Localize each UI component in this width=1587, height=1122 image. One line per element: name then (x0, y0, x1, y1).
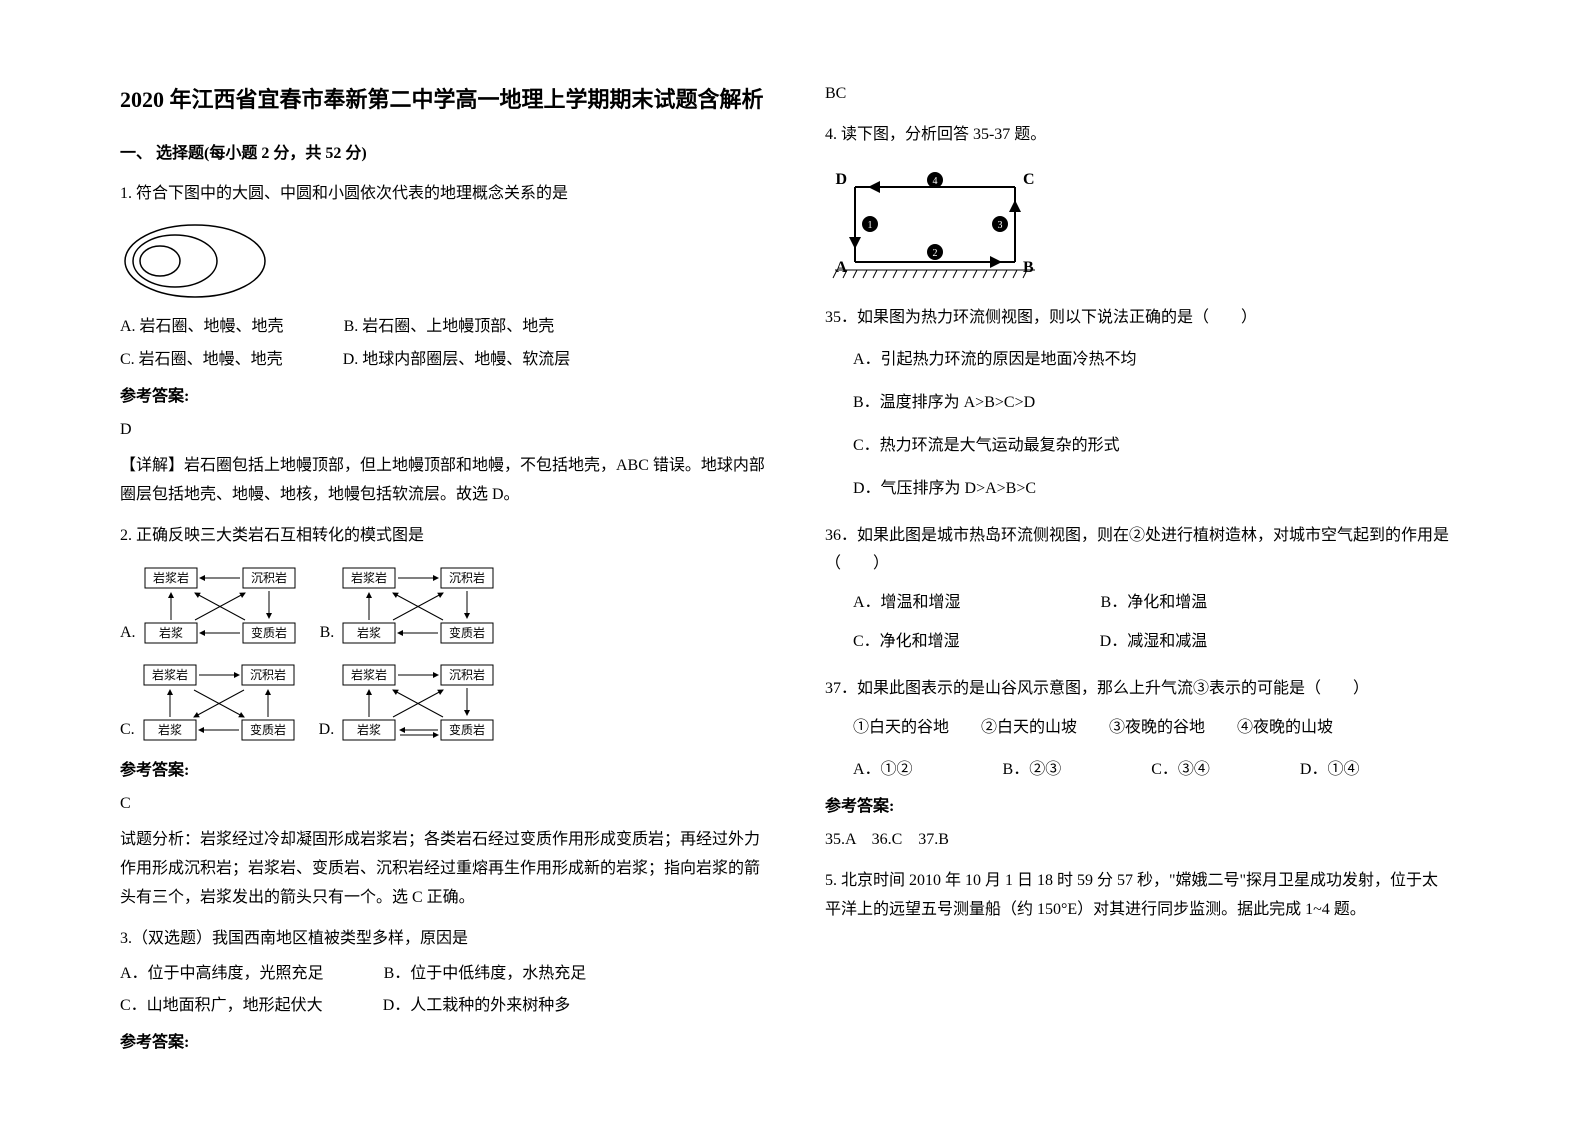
q1-optD: D. 地球内部圈层、地幔、软流层 (343, 346, 571, 375)
q2-label-B: B. (320, 619, 335, 648)
svg-text:3: 3 (997, 220, 1002, 231)
q3-optC: C．山地面积广，地形起伏大 (120, 992, 323, 1021)
q2-figures-row1: A. 岩浆岩 沉积岩 岩浆 变质岩 B. (120, 563, 765, 648)
q2-explain: 试题分析：岩浆经过冷却凝固形成岩浆岩；各类岩石经过变质作用形成变质岩；再经过外力… (120, 826, 765, 912)
q2-ans: C (120, 790, 765, 819)
svg-text:变质岩: 变质岩 (449, 625, 485, 640)
q2-text: 2. 正确反映三大类岩石互相转化的模式图是 (120, 522, 765, 551)
q4-ans: 35.A 36.C 37.B (825, 826, 1450, 855)
q37-optD: D．①④ (1300, 756, 1360, 785)
q3-text: 3.（双选题）我国西南地区植被类型多样，原因是 (120, 925, 765, 954)
svg-text:C: C (1023, 171, 1035, 188)
q37-items: ①白天的谷地 ②白天的山坡 ③夜晚的谷地 ④夜晚的山坡 (825, 714, 1450, 743)
svg-text:D: D (835, 171, 847, 188)
q36-optB: B．净化和增温 (1101, 589, 1208, 618)
nested-ellipses-icon (120, 221, 270, 301)
svg-text:岩浆岩: 岩浆岩 (351, 570, 387, 585)
q1-optA: A. 岩石圈、地幔、地壳 (120, 313, 284, 342)
q2-figures-row2: C. 岩浆岩 沉积岩 岩浆 变质岩 D. (120, 660, 765, 745)
svg-text:B: B (1023, 259, 1034, 276)
q36-options: A．增温和增湿 B．净化和增温 C．净化和增湿 D．减湿和减温 (825, 589, 1450, 657)
q4-figure: D C A B 1 2 3 4 (825, 162, 1450, 292)
q3-row2: C．山地面积广，地形起伏大 D．人工栽种的外来树种多 (120, 992, 765, 1021)
q2-label-D: D. (319, 716, 335, 745)
q4-ans-label: 参考答案: (825, 793, 1450, 822)
q1-optC: C. 岩石圈、地幔、地壳 (120, 346, 283, 375)
doc-title: 2020 年江西省宜春市奉新第二中学高一地理上学期期末试题含解析 (120, 80, 765, 120)
q35-optB: B．温度排序为 A>B>C>D (853, 389, 1450, 418)
svg-text:岩浆岩: 岩浆岩 (153, 570, 189, 585)
q5-text: 5. 北京时间 2010 年 10 月 1 日 18 时 59 分 57 秒，"… (825, 867, 1450, 925)
svg-text:岩浆: 岩浆 (357, 722, 381, 737)
q37-options: A．①② B．②③ C．③④ D．①④ (825, 756, 1450, 785)
q1-text: 1. 符合下图中的大圆、中圆和小圆依次代表的地理概念关系的是 (120, 180, 765, 209)
q37-optA: A．①② (853, 756, 913, 785)
svg-text:岩浆岩: 岩浆岩 (351, 667, 387, 682)
question-1: 1. 符合下图中的大圆、中圆和小圆依次代表的地理概念关系的是 A. 岩石圈、地幔… (120, 180, 765, 510)
q2-fig-D: D. 岩浆岩 沉积岩 岩浆 变质岩 (319, 660, 499, 745)
q2-fig-B: B. 岩浆岩 沉积岩 岩浆 变质岩 (320, 563, 499, 648)
svg-text:岩浆: 岩浆 (158, 722, 182, 737)
q35-optC: C．热力环流是大气运动最复杂的形式 (853, 432, 1450, 461)
q2-label-C: C. (120, 716, 135, 745)
q3-row1: A．位于中高纬度，光照充足 B．位于中低纬度，水热充足 (120, 960, 765, 989)
question-4: 4. 读下图，分析回答 35-37 题。 D C A B 1 (825, 121, 1450, 855)
q1-optB: B. 岩石圈、上地幔顶部、地壳 (344, 313, 555, 342)
svg-text:变质岩: 变质岩 (250, 722, 286, 737)
svg-text:变质岩: 变质岩 (251, 625, 287, 640)
svg-text:岩浆: 岩浆 (357, 625, 381, 640)
q3-optD: D．人工栽种的外来树种多 (383, 992, 571, 1021)
q35-optA: A．引起热力环流的原因是地面冷热不均 (853, 346, 1450, 375)
q35-text: 35．如果图为热力环流侧视图，则以下说法正确的是（ ） (825, 304, 1450, 333)
q2-label-A: A. (120, 619, 136, 648)
q3-ans-label: 参考答案: (120, 1029, 765, 1058)
rock-cycle-B-icon: 岩浆岩 沉积岩 岩浆 变质岩 (338, 563, 498, 648)
q2-fig-C: C. 岩浆岩 沉积岩 岩浆 变质岩 (120, 660, 299, 745)
q4-text: 4. 读下图，分析回答 35-37 题。 (825, 121, 1450, 150)
svg-text:岩浆岩: 岩浆岩 (152, 667, 188, 682)
q1-options-row1: A. 岩石圈、地幔、地壳 B. 岩石圈、上地幔顶部、地壳 (120, 313, 765, 342)
q2-fig-A: A. 岩浆岩 沉积岩 岩浆 变质岩 (120, 563, 300, 648)
svg-text:岩浆: 岩浆 (159, 625, 183, 640)
q1-options-row2: C. 岩石圈、地幔、地壳 D. 地球内部圈层、地幔、软流层 (120, 346, 765, 375)
q1-explain: 【详解】岩石圈包括上地幔顶部，但上地幔顶部和地幔，不包括地壳，ABC 错误。地球… (120, 452, 765, 510)
svg-text:变质岩: 变质岩 (449, 722, 485, 737)
question-2: 2. 正确反映三大类岩石互相转化的模式图是 A. 岩浆岩 沉积岩 岩浆 变质岩 (120, 522, 765, 913)
q3-optA: A．位于中高纬度，光照充足 (120, 960, 324, 989)
rock-cycle-D-icon: 岩浆岩 沉积岩 岩浆 变质岩 (338, 660, 498, 745)
svg-text:4: 4 (932, 176, 937, 187)
svg-text:沉积岩: 沉积岩 (250, 667, 286, 682)
right-column: BC 4. 读下图，分析回答 35-37 题。 D C A B (785, 80, 1470, 1058)
question-3: 3.（双选题）我国西南地区植被类型多样，原因是 A．位于中高纬度，光照充足 B．… (120, 925, 765, 1058)
q37-optB: B．②③ (1003, 756, 1062, 785)
q1-ans: D (120, 416, 765, 445)
q3-optB: B．位于中低纬度，水热充足 (384, 960, 587, 989)
q3-ans: BC (825, 80, 1450, 109)
q36-optD: D．减湿和减温 (1100, 628, 1208, 657)
q35-optD: D．气压排序为 D>A>B>C (853, 475, 1450, 504)
q1-ans-label: 参考答案: (120, 383, 765, 412)
question-5: 5. 北京时间 2010 年 10 月 1 日 18 时 59 分 57 秒，"… (825, 867, 1450, 925)
left-column: 2020 年江西省宜春市奉新第二中学高一地理上学期期末试题含解析 一、 选择题(… (100, 80, 785, 1058)
svg-text:2: 2 (932, 248, 937, 259)
q1-figure (120, 221, 765, 301)
q36-optC: C．净化和增湿 (853, 628, 960, 657)
rock-cycle-C-icon: 岩浆岩 沉积岩 岩浆 变质岩 (139, 660, 299, 745)
q37-text: 37．如果此图表示的是山谷风示意图，那么上升气流③表示的可能是（ ） (825, 675, 1450, 704)
circulation-diagram-icon: D C A B 1 2 3 4 (825, 162, 1045, 292)
section-header: 一、 选择题(每小题 2 分，共 52 分) (120, 140, 765, 169)
svg-text:沉积岩: 沉积岩 (449, 570, 485, 585)
q2-ans-label: 参考答案: (120, 757, 765, 786)
svg-text:1: 1 (867, 220, 872, 231)
q36-optA: A．增温和增湿 (853, 589, 961, 618)
q36-text: 36．如果此图是城市热岛环流侧视图，则在②处进行植树造林，对城市空气起到的作用是… (825, 522, 1450, 580)
q35-options: A．引起热力环流的原因是地面冷热不均 B．温度排序为 A>B>C>D C．热力环… (825, 346, 1450, 503)
svg-text:沉积岩: 沉积岩 (251, 570, 287, 585)
svg-text:沉积岩: 沉积岩 (449, 667, 485, 682)
rock-cycle-A-icon: 岩浆岩 沉积岩 岩浆 变质岩 (140, 563, 300, 648)
q37-optC: C．③④ (1151, 756, 1210, 785)
